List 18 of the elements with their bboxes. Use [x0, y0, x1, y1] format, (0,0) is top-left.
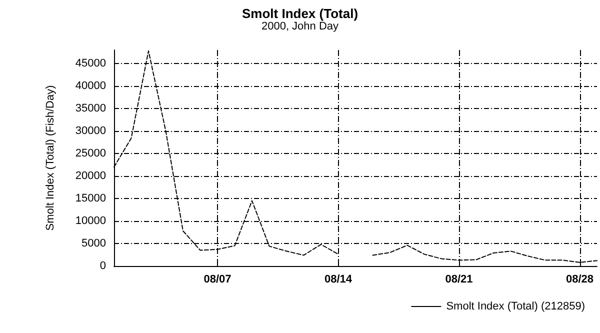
x-tick-label: 08/07 [204, 274, 232, 286]
y-tick-label: 0 [100, 260, 106, 272]
y-tick-label: 20000 [75, 170, 106, 182]
y-tick-label: 25000 [75, 148, 106, 160]
legend-label: Smolt Index (Total) (212859) [446, 300, 586, 312]
y-tick-label: 35000 [75, 102, 106, 114]
x-tick-label: 08/28 [566, 274, 594, 286]
chart-subtitle: 2000, John Day [261, 20, 340, 32]
y-axis-title: Smolt Index (Total) (Fish/Day) [44, 85, 56, 231]
y-tick-label: 10000 [75, 215, 106, 227]
x-tick-label: 08/14 [324, 274, 353, 286]
y-tick-label: 40000 [75, 80, 106, 92]
y-tick-label: 5000 [82, 238, 106, 250]
y-tick-label: 30000 [75, 125, 106, 137]
y-tick-label: 45000 [75, 58, 106, 70]
x-tick-label: 08/21 [445, 274, 473, 286]
chart-title: Smolt Index (Total) [242, 6, 358, 21]
y-tick-label: 15000 [75, 192, 106, 204]
